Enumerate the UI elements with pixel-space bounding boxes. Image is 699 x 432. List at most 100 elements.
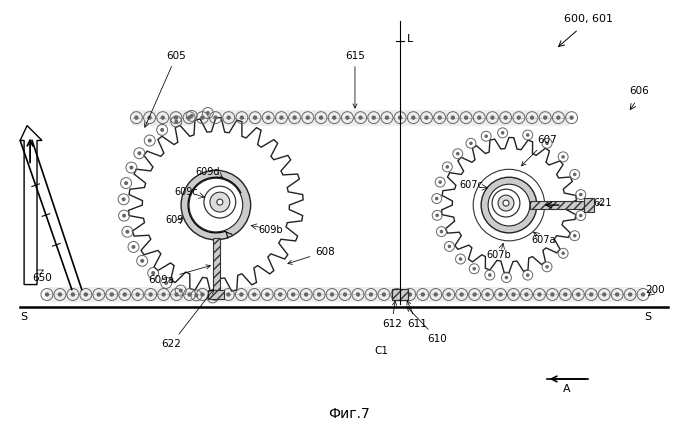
Circle shape (433, 292, 438, 297)
Circle shape (292, 115, 297, 120)
Circle shape (579, 193, 582, 197)
Circle shape (181, 170, 251, 240)
Polygon shape (442, 137, 577, 273)
Circle shape (459, 292, 464, 297)
Circle shape (174, 115, 178, 120)
Text: 608: 608 (288, 247, 335, 264)
Text: S: S (20, 312, 28, 322)
Circle shape (526, 133, 530, 137)
Circle shape (125, 230, 129, 234)
Bar (213, 238, 220, 295)
Circle shape (570, 115, 574, 120)
Circle shape (498, 195, 514, 211)
Circle shape (398, 115, 403, 120)
Circle shape (265, 292, 269, 297)
Circle shape (573, 234, 577, 238)
Circle shape (136, 292, 140, 297)
Circle shape (503, 200, 509, 206)
Circle shape (511, 292, 516, 297)
Bar (132, 110, 568, 126)
Circle shape (343, 292, 347, 297)
Circle shape (447, 292, 451, 297)
Text: 606: 606 (629, 86, 649, 96)
Circle shape (473, 267, 476, 270)
Circle shape (187, 115, 192, 120)
Circle shape (239, 292, 243, 297)
Text: 650: 650 (32, 273, 52, 283)
Circle shape (424, 115, 428, 120)
Circle shape (469, 142, 473, 145)
Circle shape (556, 115, 561, 120)
Text: 609a: 609a (148, 265, 210, 285)
Circle shape (435, 197, 438, 200)
Circle shape (330, 292, 334, 297)
Circle shape (210, 192, 230, 212)
Circle shape (194, 293, 199, 297)
Bar (208, 289, 224, 299)
Circle shape (253, 115, 257, 120)
Circle shape (201, 292, 205, 297)
Circle shape (440, 230, 443, 233)
Text: 607b: 607b (487, 250, 512, 260)
Circle shape (305, 115, 310, 120)
Circle shape (151, 271, 155, 275)
Circle shape (189, 178, 243, 232)
Circle shape (488, 273, 491, 277)
Circle shape (408, 292, 412, 297)
Circle shape (563, 292, 568, 297)
Circle shape (206, 111, 210, 115)
Text: 607a: 607a (531, 235, 556, 245)
Circle shape (477, 115, 482, 120)
Text: Фиг.7: Фиг.7 (328, 407, 370, 421)
Circle shape (200, 115, 205, 120)
Circle shape (395, 292, 399, 297)
Text: A: A (563, 384, 570, 394)
Circle shape (58, 292, 62, 297)
Circle shape (438, 115, 442, 120)
Circle shape (411, 115, 415, 120)
Circle shape (240, 115, 244, 120)
Circle shape (124, 181, 128, 185)
Circle shape (456, 152, 459, 156)
Circle shape (517, 115, 521, 120)
Circle shape (266, 115, 271, 120)
Circle shape (189, 114, 194, 118)
Circle shape (134, 115, 138, 120)
Circle shape (459, 257, 462, 261)
Circle shape (485, 292, 490, 297)
Text: 621: 621 (593, 198, 612, 208)
Circle shape (131, 245, 136, 249)
Text: 622: 622 (161, 289, 214, 349)
Circle shape (384, 115, 389, 120)
Circle shape (543, 115, 547, 120)
Bar (47, 286, 643, 302)
Circle shape (317, 292, 322, 297)
Text: 605: 605 (145, 51, 186, 127)
Circle shape (204, 186, 236, 218)
Circle shape (226, 292, 231, 297)
Text: 609b: 609b (258, 225, 283, 235)
Circle shape (160, 128, 164, 132)
Circle shape (148, 292, 153, 297)
Circle shape (359, 115, 363, 120)
Circle shape (179, 289, 182, 292)
Circle shape (503, 115, 507, 120)
Circle shape (576, 292, 580, 297)
Circle shape (84, 292, 88, 297)
Circle shape (291, 292, 296, 297)
Polygon shape (20, 126, 42, 285)
Circle shape (147, 139, 152, 143)
Circle shape (210, 295, 215, 299)
Text: C1: C1 (375, 346, 389, 356)
Text: 612: 612 (382, 301, 402, 329)
Text: 609: 609 (165, 215, 183, 225)
Circle shape (174, 292, 179, 297)
Circle shape (473, 292, 477, 297)
Circle shape (628, 292, 633, 297)
Circle shape (252, 292, 257, 297)
Text: 615: 615 (345, 51, 365, 108)
Circle shape (464, 115, 468, 120)
Circle shape (71, 292, 75, 297)
Circle shape (147, 115, 152, 120)
Text: 609d: 609d (196, 167, 220, 177)
